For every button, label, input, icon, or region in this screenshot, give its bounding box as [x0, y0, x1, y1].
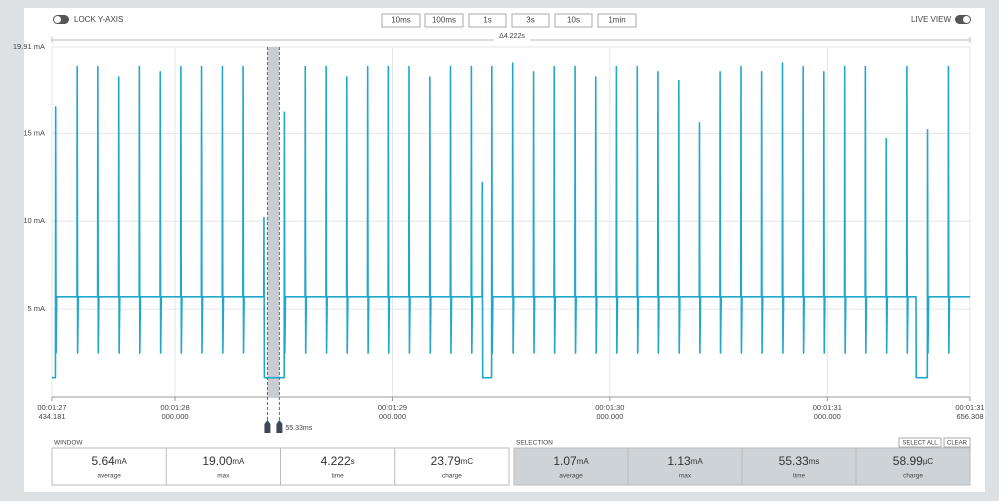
- y-tick-label: 10 mA: [23, 216, 45, 225]
- x-tick-sublabel: 000.000: [814, 412, 841, 421]
- toggle-knob: [54, 16, 61, 23]
- live-toggle[interactable]: [955, 15, 971, 24]
- x-tick-label: 00:01:29: [378, 403, 407, 412]
- y-tick-label: 5 mA: [27, 304, 45, 313]
- selection-button[interactable]: CLEAR: [943, 437, 971, 448]
- button-label: 3s: [526, 16, 534, 25]
- x-tick-label: 00:01:27: [37, 403, 66, 412]
- stat-number: 4.222: [321, 454, 351, 468]
- stat-label: max: [217, 473, 230, 480]
- x-tick-sublabel: 000.000: [379, 412, 406, 421]
- stat-value: 1.13mA: [667, 454, 703, 468]
- button-label: CLEAR: [947, 440, 968, 446]
- x-tick-sublabel: 000.000: [596, 412, 623, 421]
- stat-unit: s: [351, 457, 355, 466]
- stat-label: charge: [442, 473, 462, 480]
- button-label: 10ms: [391, 16, 411, 25]
- stat-number: 23.79: [431, 454, 461, 468]
- y-tick-label: 15 mA: [23, 128, 45, 137]
- selection-band: [267, 47, 280, 397]
- button-label: 100ms: [432, 16, 456, 25]
- window-span-bg: [494, 32, 530, 41]
- button-frame: [468, 13, 507, 28]
- selection-handle[interactable]: [276, 420, 283, 433]
- stat-value: 1.07mA: [553, 454, 589, 468]
- x-tick-label: 00:01:31: [955, 403, 984, 412]
- stat-value: 19.00mA: [202, 454, 245, 468]
- stat-number: 5.64: [91, 454, 115, 468]
- time-button[interactable]: 100ms: [424, 13, 464, 28]
- button-frame: [943, 437, 971, 448]
- selection-handle[interactable]: [264, 420, 271, 433]
- stat-label: average: [97, 473, 121, 480]
- stat-value: 5.64mA: [91, 454, 127, 468]
- current-trace: [51, 62, 970, 379]
- stat-number: 55.33: [779, 454, 809, 468]
- time-button[interactable]: 1min: [597, 13, 637, 28]
- selection-stats-title: SELECTION: [516, 440, 553, 447]
- button-frame: [597, 13, 637, 28]
- stat-value: 4.222s: [321, 454, 355, 468]
- selection-button[interactable]: SELECT ALL: [898, 437, 942, 448]
- stat-unit: mC: [461, 457, 474, 466]
- stat-unit: mA: [577, 457, 590, 466]
- button-frame: [381, 13, 421, 28]
- window-stats-title: WINDOW: [54, 440, 83, 447]
- time-button[interactable]: 10s: [554, 13, 593, 28]
- button-label: 1min: [608, 16, 625, 25]
- stat-label: max: [679, 473, 692, 480]
- y-tick-label: 19.91 mA: [13, 42, 45, 51]
- time-button[interactable]: 10ms: [381, 13, 421, 28]
- stat-number: 19.00: [202, 454, 232, 468]
- time-button[interactable]: 1s: [468, 13, 507, 28]
- stat-number: 58.99: [893, 454, 923, 468]
- button-label: 1s: [483, 16, 491, 25]
- toggle-knob: [963, 16, 970, 23]
- stat-value: 23.79mC: [431, 454, 474, 468]
- stat-value: 55.33ms: [779, 454, 820, 468]
- x-tick-label: 00:01:30: [595, 403, 624, 412]
- stat-label: charge: [903, 473, 923, 480]
- x-tick-label: 00:01:31: [813, 403, 842, 412]
- stat-label: time: [793, 473, 806, 480]
- button-frame: [898, 437, 942, 448]
- lock-y-axis-label: LOCK Y-AXIS: [74, 15, 123, 24]
- stat-unit: ms: [809, 457, 820, 466]
- live-view-label: LIVE VIEW: [911, 15, 951, 24]
- time-button[interactable]: 3s: [511, 13, 550, 28]
- stat-unit: mA: [232, 457, 245, 466]
- button-label: SELECT ALL: [902, 440, 938, 446]
- selection-duration: 55.33ms: [285, 425, 312, 432]
- lock-toggle[interactable]: [53, 15, 69, 24]
- x-tick-sublabel: 000.000: [161, 412, 188, 421]
- stat-number: 1.07: [553, 454, 577, 468]
- x-tick-sublabel: 434.181: [38, 412, 65, 421]
- stat-label: average: [559, 473, 583, 480]
- window-span-label: Δ4.222s: [499, 33, 525, 40]
- button-frame: [511, 13, 550, 28]
- stat-value: 58.99µC: [893, 454, 934, 468]
- button-label: 10s: [567, 16, 580, 25]
- stat-unit: mA: [115, 457, 128, 466]
- stat-number: 1.13: [667, 454, 691, 468]
- stat-label: time: [331, 473, 344, 480]
- stat-unit: mA: [691, 457, 704, 466]
- x-tick-label: 00:01:28: [160, 403, 189, 412]
- button-frame: [554, 13, 593, 28]
- stat-unit: µC: [923, 457, 934, 466]
- x-tick-sublabel: 656.308: [956, 412, 983, 421]
- button-frame: [424, 13, 464, 28]
